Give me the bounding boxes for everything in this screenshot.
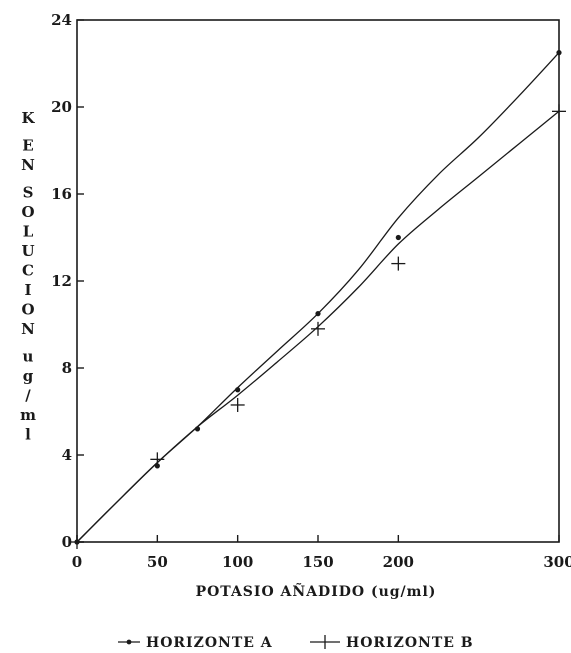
y-tick-label: 0 xyxy=(62,533,72,551)
y-axis-label-char: L xyxy=(23,223,34,241)
legend-label-a: HORIZONTE A xyxy=(146,635,273,651)
y-axis-label-char: O xyxy=(21,301,34,319)
y-axis-label-char: g xyxy=(23,367,34,385)
y-axis-label-char: N xyxy=(21,156,35,174)
tick-marks xyxy=(76,19,560,543)
series-layer xyxy=(70,50,566,549)
y-axis-label-char: S xyxy=(23,184,34,202)
data-point xyxy=(552,104,566,119)
series-horizonte-b xyxy=(70,104,566,549)
x-tick-label: 200 xyxy=(383,553,414,571)
x-tick-label: 0 xyxy=(72,553,82,571)
y-tick-label: 16 xyxy=(51,185,72,203)
y-tick-label: 4 xyxy=(62,446,72,464)
tick-labels: 0 50 100 150 200 300 0 4 8 12 16 20 24 xyxy=(51,11,571,571)
plot-frame xyxy=(76,19,560,543)
x-tick-label: 50 xyxy=(147,553,168,571)
data-point xyxy=(315,311,321,317)
y-tick-label: 12 xyxy=(51,272,72,290)
y-tick-label: 20 xyxy=(51,98,72,116)
legend-label-b: HORIZONTE B xyxy=(346,635,474,651)
y-axis-label-char: E xyxy=(22,137,33,155)
y-axis-label-char: I xyxy=(24,281,31,299)
y-axis-label-char: l xyxy=(25,426,31,444)
y-axis-label-char: N xyxy=(21,320,35,338)
y-axis-label-char: K xyxy=(21,109,35,127)
y-tick-label: 8 xyxy=(62,359,72,377)
x-tick-label: 150 xyxy=(302,553,333,571)
data-point xyxy=(391,256,406,271)
x-tick-label: 300 xyxy=(543,553,571,571)
y-axis-label-char: u xyxy=(23,348,34,366)
legend-marker-a xyxy=(126,639,132,645)
data-point xyxy=(311,321,325,336)
data-point xyxy=(230,397,245,412)
y-axis-label-char: C xyxy=(22,262,34,280)
series-line xyxy=(76,52,560,543)
x-axis-label: POTASIO AÑADIDO (ug/ml) xyxy=(196,581,437,600)
data-point xyxy=(556,50,562,56)
data-point xyxy=(235,387,241,393)
data-point xyxy=(395,234,401,241)
y-axis-label-char: m xyxy=(20,406,36,424)
x-tick-label: 100 xyxy=(222,553,253,571)
legend: HORIZONTE A HORIZONTE B xyxy=(118,635,474,651)
y-axis-label-char: / xyxy=(25,387,31,405)
y-axis-label-char: U xyxy=(21,242,34,260)
series-horizonte-a xyxy=(74,50,562,545)
y-tick-label: 24 xyxy=(51,11,72,29)
y-axis-label-char: O xyxy=(21,203,34,221)
data-point xyxy=(70,535,84,549)
data-point xyxy=(150,452,165,467)
